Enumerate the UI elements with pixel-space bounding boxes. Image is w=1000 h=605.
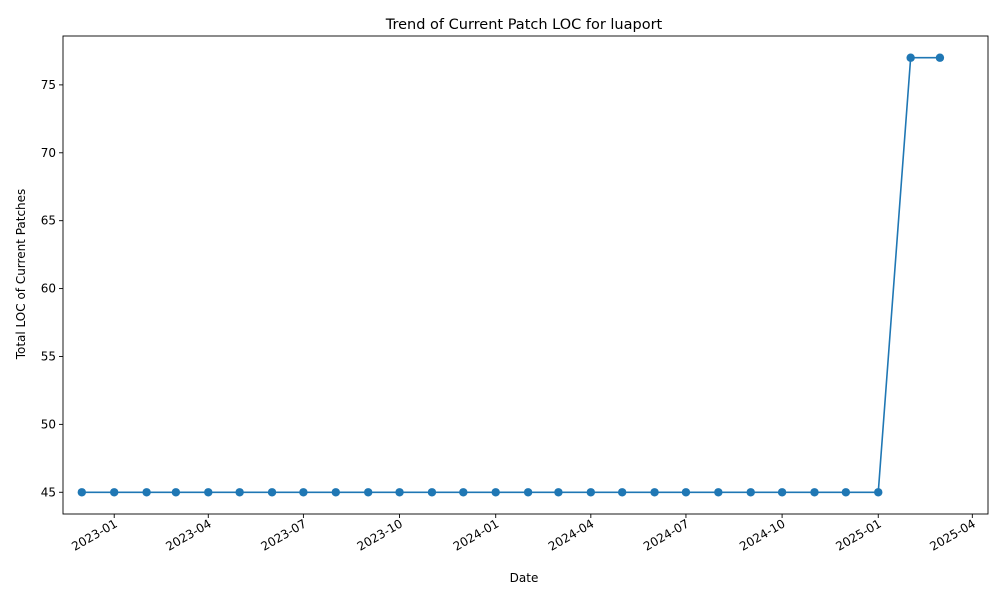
x-tick-label: 2024-01 xyxy=(451,516,501,553)
data-point xyxy=(491,488,500,497)
x-tick-label: 2024-07 xyxy=(641,516,691,553)
data-point xyxy=(77,488,87,497)
x-tick-label: 2025-04 xyxy=(927,516,977,553)
data-point xyxy=(523,488,533,497)
series-line-0 xyxy=(81,56,940,494)
data-point xyxy=(874,488,883,497)
data-point xyxy=(650,488,659,497)
chart-title: Trend of Current Patch LOC for luaport xyxy=(385,17,663,33)
y-tick-label: 45 xyxy=(41,485,56,499)
y-axis-ticks: 45 50 55 60 65 70 75 xyxy=(41,78,63,499)
x-tick-label: 2023-07 xyxy=(258,516,308,553)
y-tick-label: 60 xyxy=(41,282,56,296)
data-point xyxy=(906,53,915,62)
axes-frame xyxy=(62,35,989,515)
data-point xyxy=(554,488,563,497)
data-point xyxy=(714,488,723,497)
x-tick-label: 2023-10 xyxy=(355,516,405,553)
x-axis-label: Date xyxy=(510,571,539,585)
data-point xyxy=(746,488,755,497)
x-tick-label: 2024-10 xyxy=(737,516,787,553)
data-point xyxy=(777,488,787,497)
data-point xyxy=(171,488,181,497)
y-tick-label: 70 xyxy=(41,146,56,160)
data-point xyxy=(267,488,277,497)
data-point xyxy=(331,488,340,497)
data-point xyxy=(427,488,437,497)
data-point xyxy=(935,53,945,62)
data-point xyxy=(395,488,404,497)
y-tick-label: 55 xyxy=(41,349,56,363)
data-point xyxy=(810,488,819,497)
data-point xyxy=(299,488,308,497)
y-tick-label: 50 xyxy=(41,417,56,431)
x-tick-label: 2025-01 xyxy=(833,516,883,553)
y-axis-label: Total LOC of Current Patches xyxy=(14,189,28,361)
x-tick-label: 2023-01 xyxy=(69,516,119,553)
plot-area xyxy=(62,35,989,515)
data-point xyxy=(586,488,596,497)
data-point xyxy=(142,488,151,497)
x-tick-label: 2023-04 xyxy=(163,516,213,553)
data-point xyxy=(681,488,691,497)
data-point xyxy=(364,488,373,497)
data-point xyxy=(459,488,468,497)
data-point xyxy=(841,488,851,497)
y-tick-label: 75 xyxy=(41,78,56,92)
data-point xyxy=(235,488,244,497)
x-tick-label: 2024-04 xyxy=(546,516,596,553)
x-axis-ticks: 2023-01 2023-04 2023-07 2023-10 2024-01 2024-… xyxy=(69,514,978,554)
data-point xyxy=(204,488,213,497)
data-point xyxy=(617,488,627,497)
data-point xyxy=(110,488,119,497)
y-tick-label: 65 xyxy=(41,214,56,228)
